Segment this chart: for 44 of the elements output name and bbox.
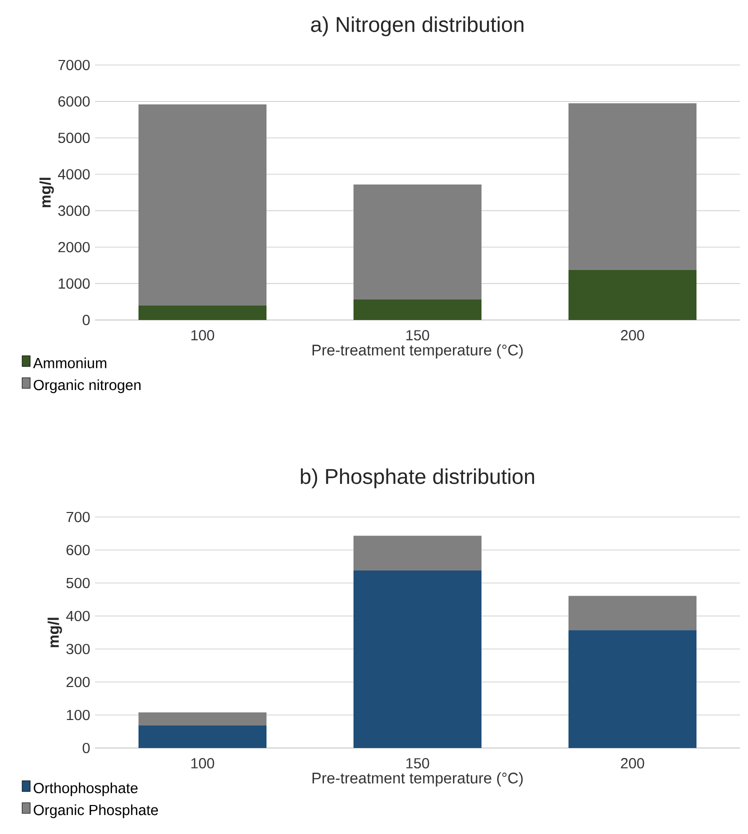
y-tick-label: 100 [66, 710, 90, 720]
bar [138, 104, 266, 306]
legend-label: Organic nitrogen [34, 379, 141, 394]
legend-label: Orthophosphate [34, 782, 138, 796]
x-tick-label: 100 [191, 758, 214, 768]
y-tick-label: 3000 [58, 206, 90, 216]
y-tick-label: 600 [66, 544, 90, 556]
bar [354, 299, 482, 320]
bar [138, 305, 266, 320]
bar [568, 103, 696, 270]
bar [354, 536, 482, 570]
bar [354, 570, 482, 748]
x-tick-label: 150 [406, 758, 430, 768]
legend-label: Ammonium [33, 357, 106, 368]
y-tick-label: 2000 [58, 242, 90, 252]
bar [568, 596, 696, 630]
bar [138, 726, 266, 748]
y-tick-label: 4000 [58, 169, 90, 180]
bar [568, 270, 696, 320]
x-axis-title: Pre-treatment temperature (°C) [312, 344, 523, 359]
y-tick-label: 700 [66, 512, 90, 522]
x-axis-title: Pre-treatment temperature (°C) [312, 772, 523, 787]
y-tick-label: 6000 [58, 96, 90, 107]
y-tick-label: 200 [66, 676, 90, 688]
y-tick-label: 1000 [58, 278, 90, 289]
y-axis-title: mg/l [48, 618, 62, 648]
y-tick-label: 300 [66, 644, 90, 654]
y-tick-label: 0 [82, 314, 90, 326]
chart-title: b) Phosphate distribution [300, 468, 534, 488]
y-tick-label: 400 [66, 610, 90, 622]
legend-label: Organic Phosphate [34, 804, 158, 818]
bar [138, 712, 266, 726]
x-tick-label: 100 [191, 330, 214, 340]
bar [354, 184, 482, 300]
x-tick-label: 200 [620, 330, 644, 340]
bar [568, 630, 696, 748]
y-tick-label: 7000 [58, 60, 90, 70]
chart-title: a) Nitrogen distribution [311, 16, 524, 36]
y-tick-label: 0 [82, 742, 90, 754]
y-axis-title: mg/l [39, 178, 54, 208]
y-tick-label: 500 [66, 578, 90, 588]
y-tick-label: 5000 [58, 132, 90, 144]
x-tick-label: 200 [620, 758, 644, 768]
x-tick-label: 150 [406, 330, 430, 340]
